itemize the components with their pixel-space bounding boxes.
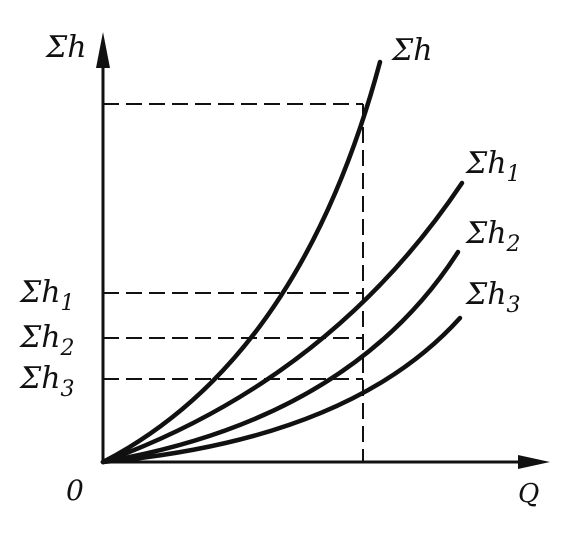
y-level-label-h2: Σh2 [19, 320, 75, 361]
curve-sum [100, 59, 383, 465]
y-axis-label: Σh [45, 30, 87, 65]
curve-label-h2: Σh2 [465, 216, 521, 257]
y-level-label-h3: Σh3 [19, 361, 75, 402]
guide-lines [103, 103, 364, 462]
y-level-label-h1: Σh1 [19, 275, 75, 316]
origin-label: 0 [66, 474, 84, 507]
curve-h3 [100, 315, 463, 465]
x-axis-arrow-icon [518, 455, 550, 469]
curve-label-sum: Σh [391, 33, 433, 68]
curve-h2 [100, 249, 461, 465]
axes [96, 32, 550, 469]
curves [100, 59, 465, 465]
x-axis-label: Q [518, 479, 539, 509]
curve-label-h1: Σh1 [465, 146, 521, 187]
y-axis-arrow-icon [96, 32, 110, 68]
curve-h1 [100, 180, 465, 465]
curve-label-h3: Σh3 [465, 277, 521, 318]
